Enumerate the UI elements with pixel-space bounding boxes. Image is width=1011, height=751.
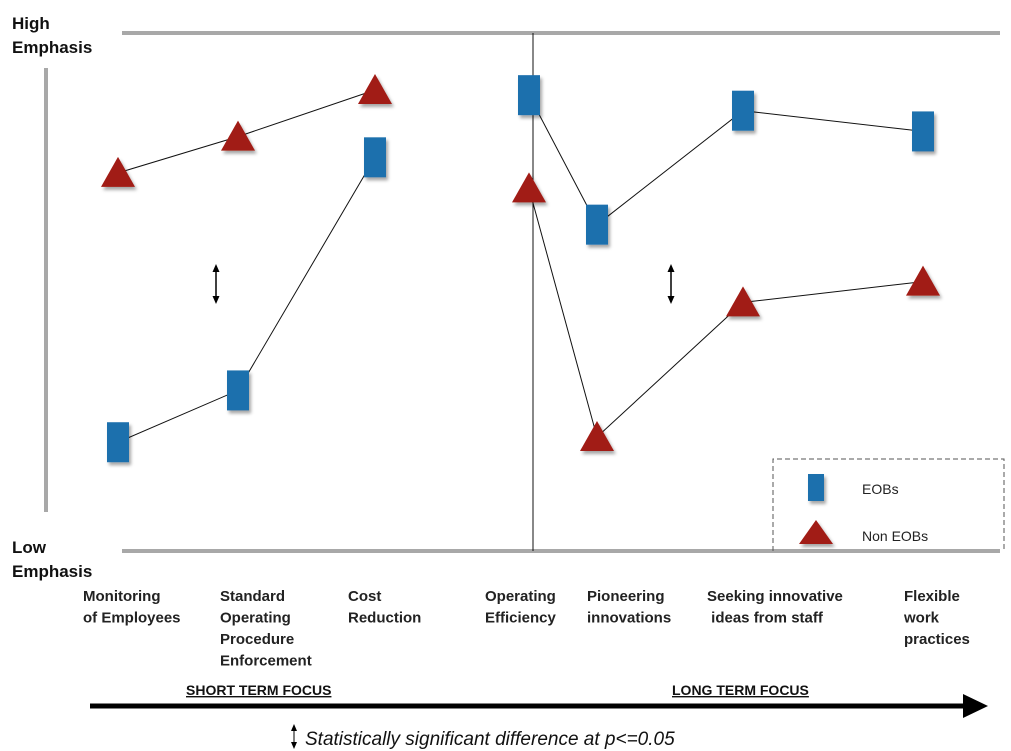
legend-border xyxy=(772,458,1005,551)
long-term-focus-label: LONG TERM FOCUS xyxy=(672,682,809,698)
eobs-marker xyxy=(732,90,754,131)
eobs-marker xyxy=(586,204,608,245)
legend-eobs-label: EOBs xyxy=(862,481,899,497)
y-axis-low-label: Low Emphasis xyxy=(12,538,92,581)
short-term-focus-label: SHORT TERM FOCUS xyxy=(186,682,331,698)
significance-markers xyxy=(212,264,675,304)
non-eobs-marker xyxy=(580,421,614,452)
category-label: Seeking innovative ideas from staff xyxy=(707,588,843,627)
category-label: Flexible work practices xyxy=(903,588,970,648)
legend-eobs-swatch xyxy=(808,474,824,501)
y-axis-high-label: High Emphasis xyxy=(12,14,92,57)
significance-arrow-icon xyxy=(667,264,675,304)
non-eobs-marker xyxy=(906,265,940,296)
legend-non-eobs-swatch xyxy=(799,520,833,544)
significance-arrow-icon xyxy=(212,264,220,304)
timeline-arrow-head xyxy=(963,694,988,718)
note-text: Statistically significant difference at … xyxy=(305,729,675,750)
category-labels: Monitoring of Employees Standard Operating P… xyxy=(83,588,970,670)
note-arrow-icon-head-down xyxy=(291,742,297,749)
eobs-marker xyxy=(364,137,386,178)
significance-note: Statistically significant difference at … xyxy=(291,724,675,750)
category-label: Operating Efficiency xyxy=(485,588,557,627)
non-eobs-marker xyxy=(726,286,760,317)
series-line-non-eobs-long-term xyxy=(528,188,924,438)
eobs-marker xyxy=(107,422,129,463)
eobs-marker xyxy=(518,75,540,116)
legend-non-eobs-label: Non EOBs xyxy=(862,528,928,544)
non-eobs-marker xyxy=(358,73,392,104)
category-label: Pioneering innovations xyxy=(587,588,671,627)
non-eobs-marker xyxy=(221,120,255,151)
eobs-marker xyxy=(227,370,249,411)
non-eobs-marker xyxy=(512,172,546,203)
category-label: Cost Reduction xyxy=(348,588,421,627)
data-markers xyxy=(101,73,940,463)
category-label: Standard Operating Procedure Enforcement xyxy=(220,588,312,670)
non-eobs-marker xyxy=(101,156,135,187)
legend: EOBs Non EOBs xyxy=(772,458,1005,551)
category-label: Monitoring of Employees xyxy=(83,588,181,627)
series-line-eobs-long-term xyxy=(528,94,924,226)
note-arrow-icon-head-up xyxy=(291,724,297,731)
series-line-non-eobs-short-term xyxy=(117,89,376,174)
eobs-marker xyxy=(912,111,934,152)
